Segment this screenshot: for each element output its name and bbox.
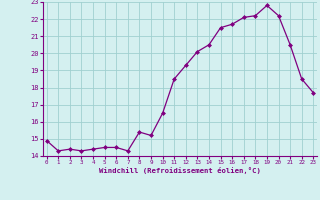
- X-axis label: Windchill (Refroidissement éolien,°C): Windchill (Refroidissement éolien,°C): [99, 167, 261, 174]
